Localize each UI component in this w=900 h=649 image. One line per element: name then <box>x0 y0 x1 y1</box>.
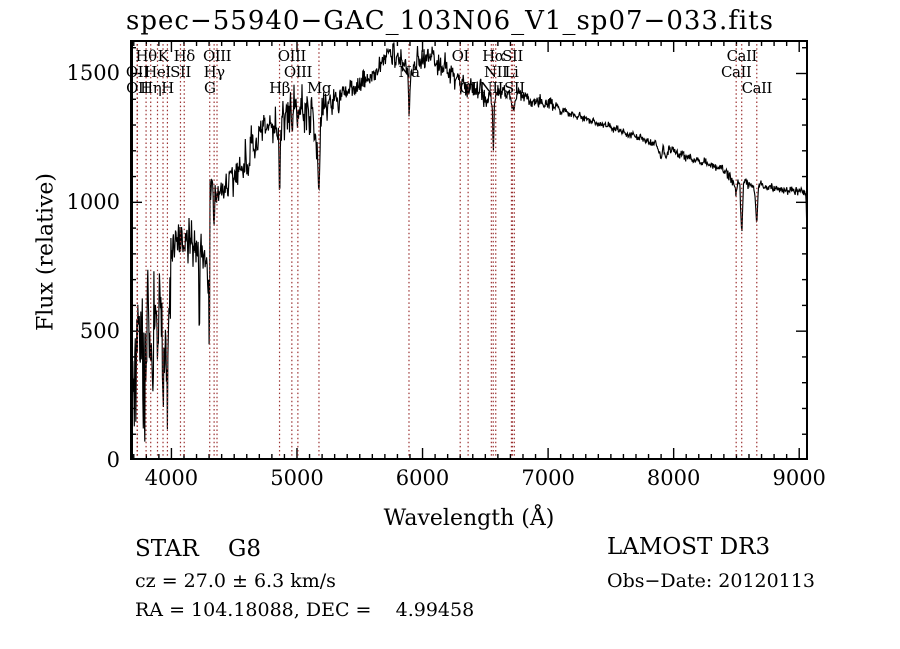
plot-title: spec−55940−GAC_103N06_V1_sp07−033.fits <box>126 6 774 36</box>
spectral-line-label: OI <box>459 79 477 97</box>
spectrum-canvas <box>129 40 808 461</box>
plot-frame <box>130 40 808 460</box>
spectral-line-label: Hα <box>482 47 505 65</box>
spectral-line-label: OII <box>125 63 149 81</box>
spectral-line-label: HeI <box>144 63 171 81</box>
plot-area: OII OII Hθ Hη HeI K H SII Hδ G Hγ OIII Hβ OIII OIII Mg N… <box>126 40 808 461</box>
spectral-line-label: SII <box>503 79 525 97</box>
spectral-line-label: NII <box>479 79 504 97</box>
spectral-line-label: OI <box>451 47 470 65</box>
obs-date-text: Obs−Date: 20120113 <box>607 570 815 592</box>
spectral-line-label: CaII <box>741 79 773 97</box>
spectral-line-label: SII <box>502 47 523 65</box>
y-tick-label: 500 <box>79 319 120 344</box>
spectral-line-label: Hδ <box>173 47 196 65</box>
spectral-line-label: Hβ <box>269 79 290 97</box>
survey-text: LAMOST DR3 <box>607 534 771 560</box>
y-tick-label: 0 <box>106 448 120 472</box>
spectral-line-label: G <box>203 79 216 97</box>
spectral-line-label: CaII <box>726 47 758 65</box>
x-tick-label: 8000 <box>646 466 701 490</box>
x-tick-label: 5000 <box>270 466 324 490</box>
x-tick-label: 9000 <box>772 466 826 490</box>
spectral-line-label: Li <box>504 63 519 81</box>
spectral-line-label: Na <box>398 63 420 81</box>
spectral-line-label: OIII <box>202 47 232 65</box>
radial-velocity-text: cz = 27.0 ± 6.3 km/s <box>135 570 336 592</box>
spectral-line-label: SII <box>170 63 191 81</box>
x-tick-label: 7000 <box>521 466 575 490</box>
y-tick-label: 1500 <box>66 61 120 86</box>
spectral-line-label: Hθ <box>135 47 158 65</box>
axis-ticks <box>130 40 808 461</box>
x-axis-title: Wavelength (Å) <box>383 506 555 531</box>
spectral-line-label: Hγ <box>203 63 226 81</box>
x-tick-label: 4000 <box>144 466 199 490</box>
classification-text: STAR G8 <box>135 536 262 562</box>
spectral-line-label: Hη <box>140 79 162 97</box>
coordinates-text: RA = 104.18088, DEC = 4.99458 <box>135 599 475 621</box>
spectral-line-label: K <box>157 47 169 65</box>
spectral-line-label: OII <box>126 79 149 97</box>
y-tick-label: 1000 <box>66 190 120 215</box>
spectral-line-label: CaII <box>721 63 752 81</box>
x-tick-label: 6000 <box>395 466 450 490</box>
spectral-line-label: OIII <box>283 63 313 81</box>
spectral-line-label: Mg <box>306 79 331 97</box>
spectrum-trace <box>129 42 808 460</box>
spectral-line-label: OIII <box>277 47 307 65</box>
spectral-line-label: H <box>161 79 174 97</box>
spectral-line-label: NII <box>483 63 508 81</box>
